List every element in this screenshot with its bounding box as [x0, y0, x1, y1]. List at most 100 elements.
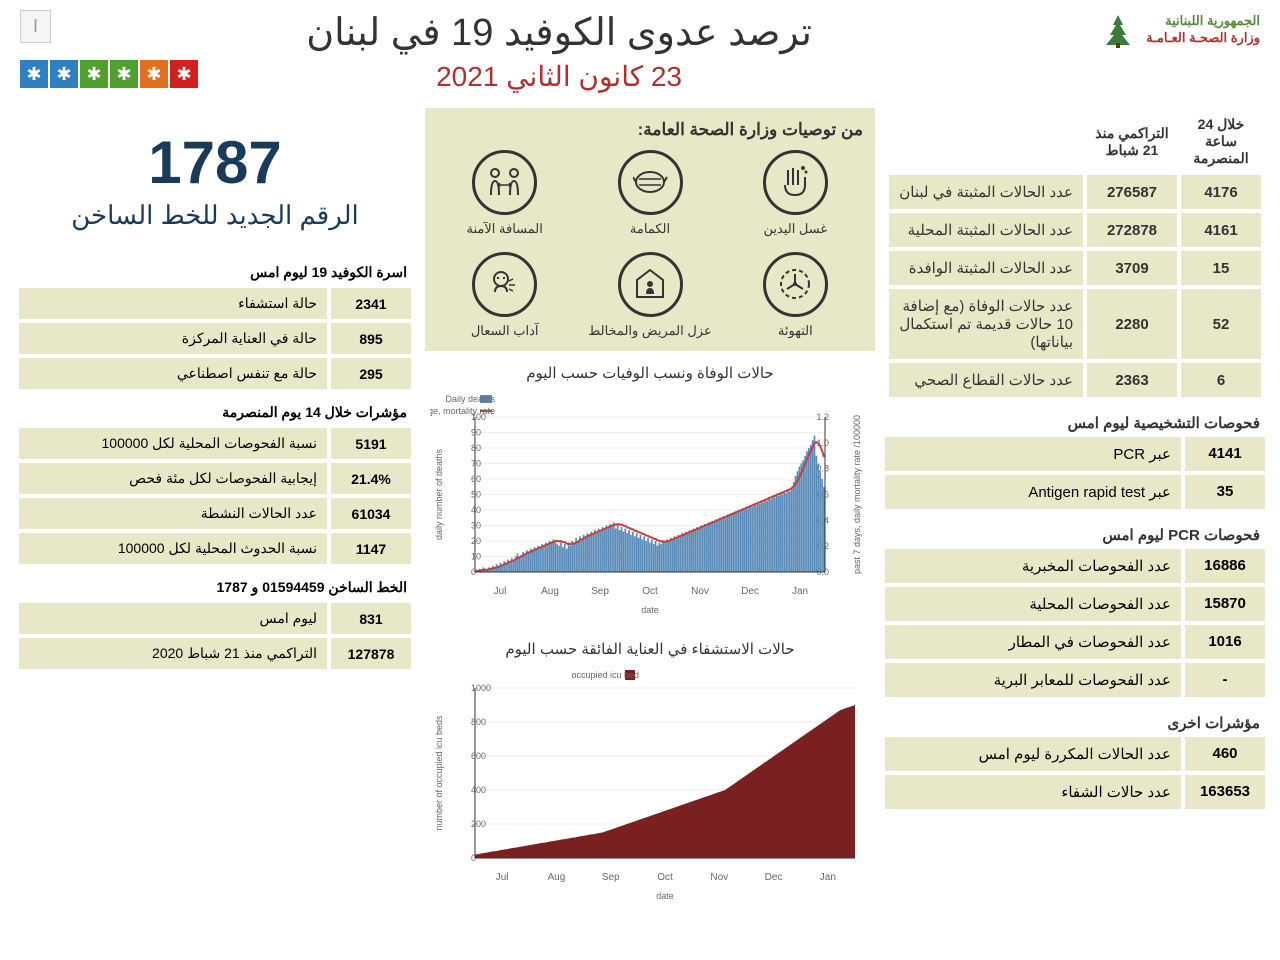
row-label: نسبة الفحوصات المحلية لكل 100000: [19, 428, 327, 459]
stat-label: عدد الحالات المثبتة المحلية: [889, 213, 1083, 247]
svg-text:Oct: Oct: [657, 872, 673, 883]
col-24h-header: خلال 24 ساعة المنصرمة: [1181, 112, 1261, 171]
beds-table: 2341حالة استشفاء895حالة في العناية المرك…: [15, 284, 415, 393]
row-number: 35: [1185, 475, 1265, 509]
hands-icon: [763, 150, 828, 215]
svg-text:Oct: Oct: [642, 586, 658, 597]
svg-text:Past 7 days, daily average, mo: Past 7 days, daily average, mortality ra…: [430, 406, 495, 416]
row-number: 16886: [1185, 549, 1265, 583]
stat-cumulative: 272878: [1087, 213, 1177, 247]
stat-label: عدد الحالات المثبتة الوافدة: [889, 251, 1083, 285]
svg-text:Dec: Dec: [741, 586, 759, 597]
row-number: 5191: [331, 428, 411, 459]
page-title: ترصد عدوى الكوفيد 19 في لبنان: [20, 10, 1098, 55]
mask-icon: [618, 150, 683, 215]
hotline-panel: 1787 الرقم الجديد للخط الساخن: [15, 108, 415, 253]
chart2-title: حالات الاستشفاء في العناية الفائقة حسب ا…: [430, 640, 870, 658]
svg-text:Jul: Jul: [496, 872, 509, 883]
stat-label: عدد الحالات المثبتة في لبنان: [889, 175, 1083, 209]
svg-text:20: 20: [471, 536, 481, 546]
svg-text:past 7 days, daily mortality r: past 7 days, daily mortality rate /10000…: [852, 415, 862, 574]
color-box: ✱: [140, 60, 168, 88]
svg-text:10: 10: [471, 552, 481, 562]
svg-text:70: 70: [471, 459, 481, 469]
indicators14-table: 5191نسبة الفحوصات المحلية لكل 10000021.4…: [15, 424, 415, 568]
recommendation-item: آداب السعال: [437, 252, 572, 339]
row-label: نسبة الحدوث المحلية لكل 100000: [19, 533, 327, 564]
row-number: 15870: [1185, 587, 1265, 621]
stat-label: عدد حالات القطاع الصحي: [889, 363, 1083, 397]
svg-text:Sep: Sep: [591, 586, 609, 597]
recommendations-panel: من توصيات وزارة الصحة العامة: غسل اليدين…: [425, 108, 875, 351]
row-number: 295: [331, 358, 411, 389]
recommendation-item: غسل اليدين: [728, 150, 863, 237]
svg-text:daily number of deaths: daily number of deaths: [434, 448, 444, 540]
svg-text:Daily deaths: Daily deaths: [445, 394, 495, 404]
color-box: ✱: [20, 60, 48, 88]
recommendations-title: من توصيات وزارة الصحة العامة:: [437, 120, 863, 140]
row-number: 831: [331, 603, 411, 634]
recommendation-item: الكمامة: [582, 150, 717, 237]
row-number: 2341: [331, 288, 411, 319]
beds-title: اسرة الكوفيد 19 ليوم امس: [15, 261, 415, 284]
recommendation-item: عزل المريض والمخالط: [582, 252, 717, 339]
svg-text:Nov: Nov: [691, 586, 709, 597]
svg-text:Sep: Sep: [602, 872, 620, 883]
color-box: ✱: [110, 60, 138, 88]
vent-icon: [763, 252, 828, 317]
hotline-stats-title: الخط الساخن 01594459 و 1787: [15, 576, 415, 599]
row-label: حالة استشفاء: [19, 288, 327, 319]
other-title: مؤشرات اخرى: [885, 709, 1265, 737]
svg-text:1.2: 1.2: [816, 412, 829, 422]
hotline-stats-table: 831ليوم امس127878التراكمي منذ 21 شباط 20…: [15, 599, 415, 673]
row-number: 895: [331, 323, 411, 354]
row-number: -: [1185, 663, 1265, 697]
row-label: عبر PCR: [885, 437, 1181, 471]
svg-text:1000: 1000: [471, 683, 491, 693]
row-label: التراكمي منذ 21 شباط 2020: [19, 638, 327, 669]
stat-24h: 15: [1181, 251, 1261, 285]
row-number: 163653: [1185, 775, 1265, 809]
svg-text:800: 800: [471, 717, 486, 727]
svg-text:Jan: Jan: [820, 872, 836, 883]
recommendation-label: آداب السعال: [437, 323, 572, 339]
svg-text:Jul: Jul: [494, 586, 507, 597]
row-number: 1147: [331, 533, 411, 564]
recommendation-label: المسافة الآمنة: [437, 221, 572, 237]
svg-text:date: date: [656, 891, 674, 901]
color-legend-boxes: ✱✱✱✱✱✱: [20, 60, 198, 88]
svg-text:Nov: Nov: [710, 872, 728, 883]
row-label: عدد الحالات النشطة: [19, 498, 327, 529]
recommendation-label: غسل اليدين: [728, 221, 863, 237]
color-box: ✱: [80, 60, 108, 88]
svg-text:200: 200: [471, 819, 486, 829]
recommendation-label: الكمامة: [582, 221, 717, 237]
distance-icon: [472, 150, 537, 215]
indicators14-title: مؤشرات خلال 14 يوم المنصرمة: [15, 401, 415, 424]
cough-icon: [472, 252, 537, 317]
recommendation-label: التهوئة: [728, 323, 863, 339]
stat-cumulative: 276587: [1087, 175, 1177, 209]
svg-text:60: 60: [471, 474, 481, 484]
svg-text:50: 50: [471, 490, 481, 500]
deaths-chart: 01020304050607080901000.00.20.40.60.81.0…: [430, 387, 870, 617]
svg-text:40: 40: [471, 505, 481, 515]
main-stats-table: خلال 24 ساعة المنصرمة التراكمي منذ 21 شب…: [885, 108, 1265, 401]
svg-text:occupied icu bed: occupied icu bed: [571, 670, 639, 680]
svg-text:Aug: Aug: [548, 872, 566, 883]
stat-cumulative: 2363: [1087, 363, 1177, 397]
stat-cumulative: 2280: [1087, 289, 1177, 359]
recommendation-item: المسافة الآمنة: [437, 150, 572, 237]
row-label: ليوم امس: [19, 603, 327, 634]
row-label: حالة مع تنفس اصطناعي: [19, 358, 327, 389]
ministry-logo: الجمهورية اللبنانية وزارة الصحـة العـامـ…: [1098, 10, 1260, 50]
stat-24h: 4161: [1181, 213, 1261, 247]
stat-24h: 6: [1181, 363, 1261, 397]
icu-chart: 02004006008001000JulAugSepOctNovDecJanda…: [430, 663, 870, 903]
svg-text:Dec: Dec: [765, 872, 783, 883]
ministry-text: وزارة الصحـة العـامـة: [1146, 30, 1260, 47]
row-label: عبر Antigen rapid test: [885, 475, 1181, 509]
col-cumulative-header: التراكمي منذ 21 شباط: [1087, 112, 1177, 171]
chart1-title: حالات الوفاة ونسب الوفيات حسب اليوم: [430, 364, 870, 382]
row-label: إيجابية الفحوصات لكل مئة فحص: [19, 463, 327, 494]
